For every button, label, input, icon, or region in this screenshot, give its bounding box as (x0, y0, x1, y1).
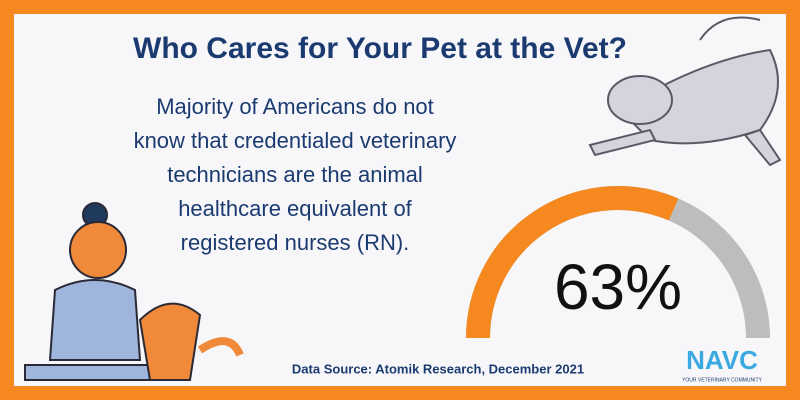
description-line: know that credentialed veterinary (134, 128, 457, 153)
gauge-value (466, 186, 679, 339)
cat-illustration (588, 16, 782, 167)
source: Data Source: Atomik Research, December 2… (292, 361, 584, 376)
description: Majority of Americans do not know that cr… (134, 94, 457, 255)
title: Who Cares for Your Pet at the Vet? (133, 32, 627, 65)
description-line: Majority of Americans do not (156, 94, 434, 119)
description-line: technicians are the animal (167, 162, 423, 187)
value-label: 63% (554, 251, 682, 323)
description-line: registered nurses (RN). (181, 230, 410, 255)
logo: NAVC (686, 345, 758, 375)
logo-tagline: YOUR VETERINARY COMMUNITY (682, 377, 762, 383)
vet-illustration (24, 202, 244, 381)
description-line: healthcare equivalent of (178, 196, 412, 221)
